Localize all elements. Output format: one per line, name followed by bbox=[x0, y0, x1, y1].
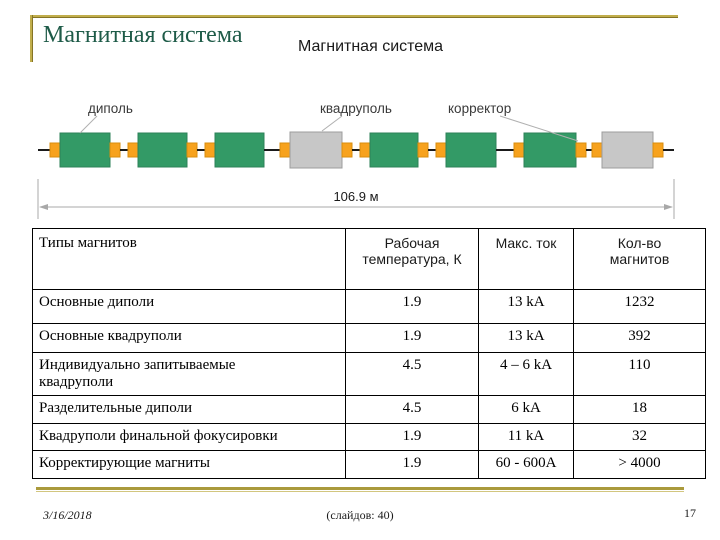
dipole-magnet bbox=[214, 132, 265, 168]
corrector-leader-line bbox=[499, 115, 579, 142]
table-row: Индивидуально запитываемые квадруполи 4.5… bbox=[32, 352, 706, 396]
beam-line-segment bbox=[352, 149, 360, 151]
header-working-temperature: Рабочая температура, К bbox=[345, 228, 479, 290]
corrector-magnet bbox=[513, 142, 525, 158]
footer-slide-count: (слайдов: 40) bbox=[326, 508, 394, 522]
footer-separator-thick bbox=[36, 487, 684, 490]
value-cell: > 4000 bbox=[573, 450, 706, 479]
corrector-magnet bbox=[417, 142, 429, 158]
beam-line-segment bbox=[197, 149, 205, 151]
value-cell: 392 bbox=[573, 323, 706, 353]
magnet-type-cell: Основные квадруполи bbox=[32, 323, 346, 353]
magnet-table: Типы магнитов Рабочая температура, К Мак… bbox=[32, 228, 706, 479]
value-cell: 13 kA bbox=[478, 323, 574, 353]
dimension-label: 106.9 м bbox=[333, 189, 378, 204]
value-cell: 1.9 bbox=[345, 423, 479, 451]
beam-line-segment bbox=[38, 149, 50, 151]
value-cell: 18 bbox=[573, 395, 706, 424]
footer-page-number: 17 bbox=[684, 506, 696, 520]
magnet-type-cell: Основные диполи bbox=[32, 289, 346, 324]
quadrupole-magnet bbox=[601, 131, 654, 169]
corrector-magnet bbox=[204, 142, 216, 158]
quadrupole-label: квадруполь bbox=[320, 101, 392, 116]
header-max-current: Макс. ток bbox=[478, 228, 574, 290]
dipole-label: диполь bbox=[88, 101, 133, 116]
lattice-svg: диполь квадруполь корректор 106.9 м bbox=[37, 101, 675, 219]
magnet-type-cell: Корректирующие магниты bbox=[32, 450, 346, 479]
corrector-magnet bbox=[109, 142, 121, 158]
corrector-label: корректор bbox=[448, 101, 511, 116]
value-cell: 1.9 bbox=[345, 450, 479, 479]
magnet-table-head: Типы магнитов Рабочая температура, К Мак… bbox=[32, 228, 706, 290]
value-cell: 1232 bbox=[573, 289, 706, 324]
dimension-arrow-right bbox=[664, 204, 673, 210]
corrector-magnet bbox=[127, 142, 139, 158]
value-cell: 110 bbox=[573, 352, 706, 396]
lattice-row bbox=[38, 131, 674, 169]
table-row: Основные квадруполи 1.9 13 kA 392 bbox=[32, 323, 706, 353]
beam-line-segment bbox=[264, 149, 280, 151]
table-row: Квадруполи финальной фокусировки 1.9 11 kA… bbox=[32, 423, 706, 451]
dipole-magnet bbox=[523, 132, 577, 168]
footer-date: 3/16/2018 bbox=[43, 508, 92, 522]
beam-line-segment bbox=[428, 149, 436, 151]
dipole-magnet bbox=[59, 132, 111, 168]
value-cell: 32 bbox=[573, 423, 706, 451]
slide-subtitle: Магнитная система bbox=[298, 38, 444, 55]
magnet-type-cell: Квадруполи финальной фокусировки bbox=[32, 423, 346, 451]
dimension-line: 106.9 м bbox=[37, 179, 675, 219]
magnet-table-body: Основные диполи 1.9 13 kA 1232 Основные квад… bbox=[32, 289, 706, 479]
quadrupole-magnet bbox=[289, 131, 343, 169]
magnet-type-cell: Разделительные диполи bbox=[32, 395, 346, 424]
corrector-magnet bbox=[49, 142, 61, 158]
corrector-magnet bbox=[359, 142, 371, 158]
value-cell: 4.5 bbox=[345, 395, 479, 424]
diagram-annotations: диполь квадруполь корректор 106.9 м bbox=[37, 101, 675, 219]
value-cell: 1.9 bbox=[345, 323, 479, 353]
dipole-leader-line bbox=[79, 115, 98, 134]
header-magnet-count: Кол-во магнитов bbox=[573, 228, 706, 290]
corrector-magnet bbox=[341, 142, 353, 158]
footer-separator-thin bbox=[36, 491, 684, 492]
table-row: Корректирующие магниты 1.9 60 - 600А > 4000 bbox=[32, 450, 706, 479]
dimension-arrow-left bbox=[39, 204, 48, 210]
title-rule-vertical bbox=[30, 15, 33, 62]
value-cell: 11 kA bbox=[478, 423, 574, 451]
dipole-magnet bbox=[137, 132, 188, 168]
beam-line-segment bbox=[586, 149, 592, 151]
slide-title: Магнитная система bbox=[43, 22, 243, 48]
beam-line-segment bbox=[663, 149, 674, 151]
table-row: Основные диполи 1.9 13 kA 1232 bbox=[32, 289, 706, 324]
corrector-magnet bbox=[591, 142, 603, 158]
header-row: Типы магнитов Рабочая температура, К Мак… bbox=[32, 228, 706, 290]
title-rule-horizontal bbox=[30, 15, 678, 18]
table-row: Разделительные диполи 4.5 6 kA 18 bbox=[32, 395, 706, 424]
dipole-magnet bbox=[369, 132, 419, 168]
beam-line-segment bbox=[120, 149, 128, 151]
corrector-magnet bbox=[435, 142, 447, 158]
value-cell: 60 - 600А bbox=[478, 450, 574, 479]
corrector-magnet bbox=[575, 142, 587, 158]
corrector-magnet bbox=[652, 142, 664, 158]
quadrupole-leader-line bbox=[321, 115, 343, 132]
magnet-type-cell: Индивидуально запитываемые квадруполи bbox=[32, 352, 346, 396]
value-cell: 13 kA bbox=[478, 289, 574, 324]
value-cell: 1.9 bbox=[345, 289, 479, 324]
value-cell: 4 – 6 kA bbox=[478, 352, 574, 396]
beam-line-segment bbox=[496, 149, 514, 151]
dipole-magnet bbox=[445, 132, 497, 168]
corrector-magnet bbox=[279, 142, 291, 158]
corrector-magnet bbox=[186, 142, 198, 158]
value-cell: 6 kA bbox=[478, 395, 574, 424]
header-magnet-types: Типы магнитов bbox=[32, 228, 346, 290]
value-cell: 4.5 bbox=[345, 352, 479, 396]
